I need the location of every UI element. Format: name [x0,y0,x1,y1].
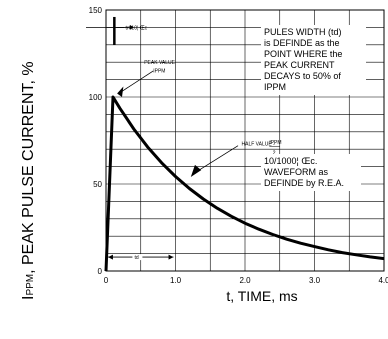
half-value-frac-top: IPPM [269,140,281,146]
half-arrow-head [190,164,202,178]
note-top-line: PULES WIDTH (td) [264,27,342,37]
note-top-line: PEAK CURRENT [264,60,335,70]
pulse-waveform-line [104,95,385,272]
td-arrow-left-head [108,254,113,260]
peak-arrow-line [121,70,154,93]
note-top-line: is DEFINDE as the [264,38,340,48]
y-tick-label: 50 [93,180,102,189]
y-tick-label: 0 [98,267,103,276]
y-axis-label: IPPM, PEAK PULSE CURRENT, % [20,61,37,300]
half-arrow-line [196,145,239,173]
td-label-bg [132,254,143,261]
x-axis-label: t, TIME, ms [226,288,297,304]
y-axis-label-sub: PPM [25,274,36,296]
y-axis-label-main: , PEAK PULSE CURRENT, % [20,61,37,274]
x-tick-label: 3.0 [309,276,321,285]
y-tick-label: 100 [89,93,103,102]
note-top-line: POINT WHERE the [264,49,342,59]
note-top-line: DECAYS to 50% of [264,71,341,81]
peak-arrow-head [117,86,124,97]
svg-text:IPPM, PEAK PULSE CURRENT, %: IPPM, PEAK PULSE CURRENT, % [20,61,37,300]
note-bottom-line: 10/1000¦ Œc. [264,156,317,166]
tick-labels: 0 1.0 2.0 3.0 4.0 0 50 100 150 [89,6,388,285]
tr-label: tr=10¦ Œc [125,25,147,31]
note-top-bg [261,25,366,95]
x-tick-label: 4.0 [378,276,388,285]
peak-value-label: PEAK VALUE [144,60,175,66]
note-bottom-line: WAVEFORM as [264,167,329,177]
note-top-line: IPPM [264,82,286,92]
half-value-frac-bottom: 2 [273,150,276,156]
series [104,95,385,272]
y-tick-label: 150 [89,6,103,15]
plot-frame [105,9,385,272]
note-bottom-line: DEFINDE by R.E.A. [264,178,344,188]
y-axis-label-prefix: I [20,296,37,300]
td-label: td [134,255,138,261]
axes [105,9,385,272]
x-tick-label: 0 [104,276,109,285]
half-value-label: HALF VALUE - [242,142,276,148]
x-tick-label: 1.0 [170,276,182,285]
td-arrow-right-head [168,254,174,260]
peak-value-sub: IPPM [153,69,165,75]
x-tick-label: 2.0 [239,276,251,285]
note-bottom-bg [261,154,361,191]
tr-arrow-head [129,24,134,30]
